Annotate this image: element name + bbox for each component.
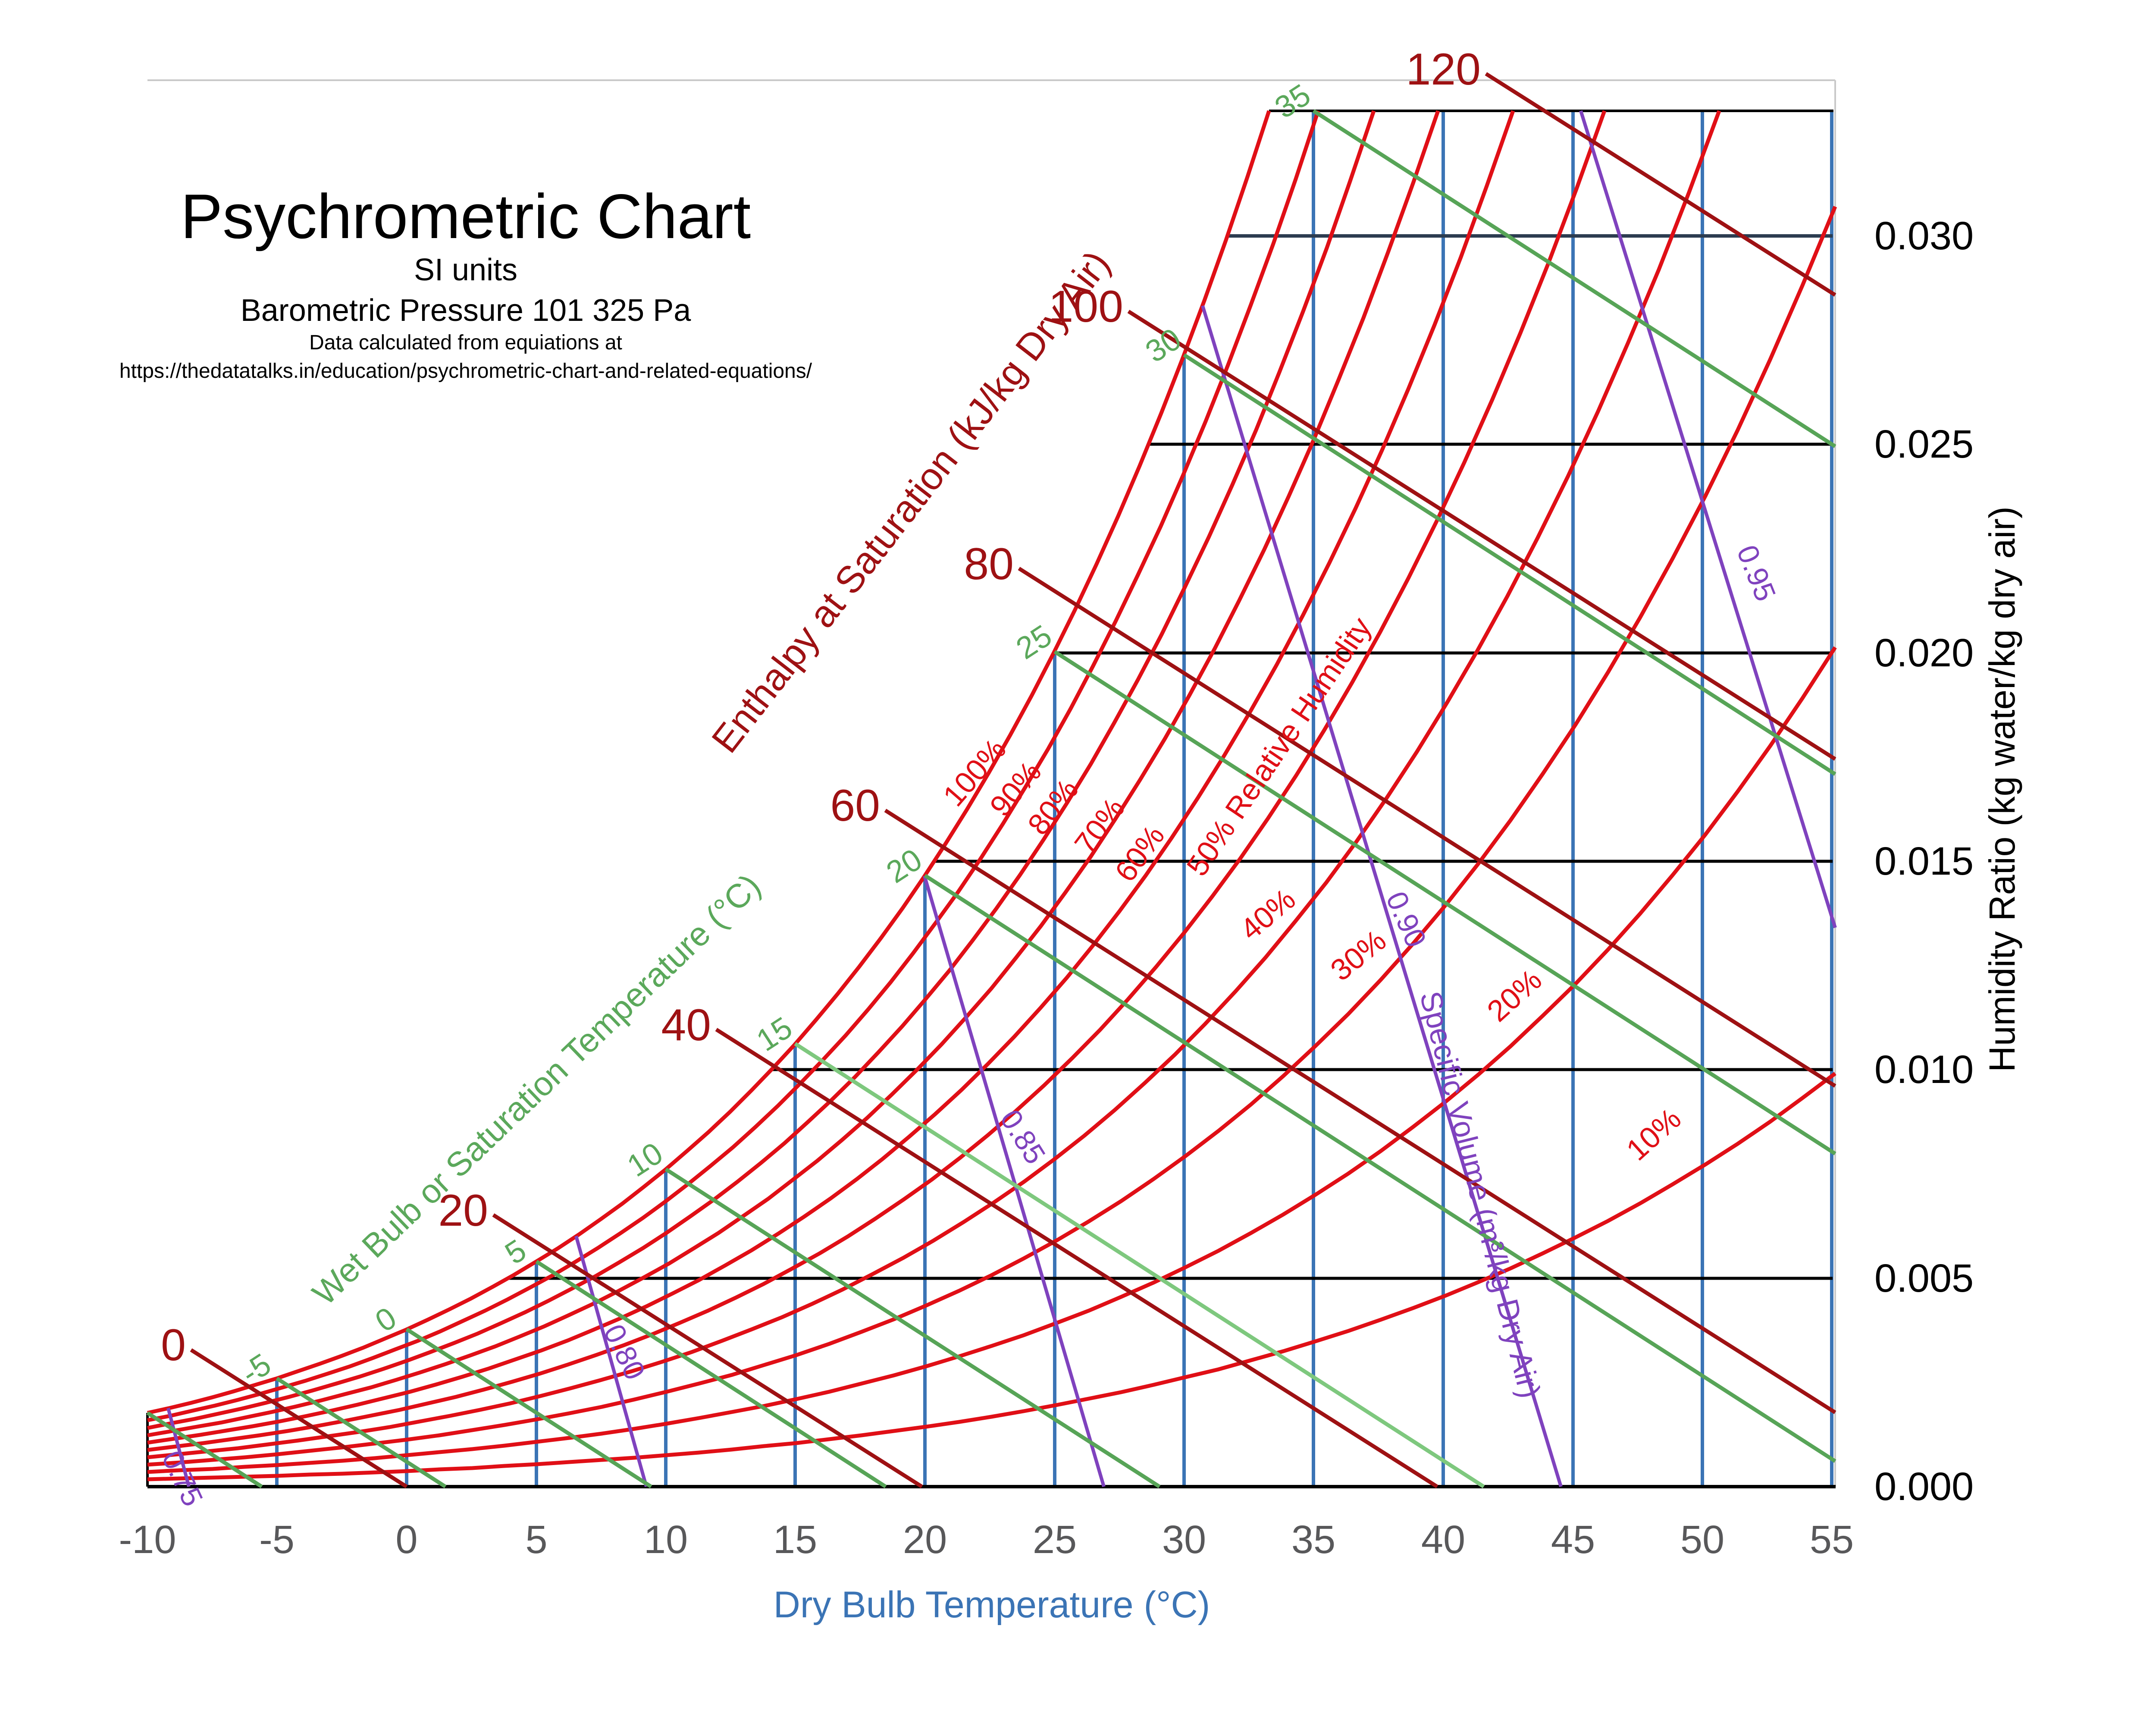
wet-bulb-line-20	[924, 874, 1836, 1463]
wet-bulb-line--10	[146, 1411, 263, 1488]
wet-bulb-line-25	[1053, 650, 1836, 1155]
chart-subtitle-units: SI units	[414, 253, 517, 287]
volume-value-label: 0.95	[1730, 540, 1782, 606]
volume-line-0.8	[574, 1235, 648, 1487]
rh-curve-20	[147, 646, 1837, 1474]
enthalpy-line-120	[1485, 72, 1836, 297]
chart-title: Psychrometric Chart	[181, 181, 751, 251]
y-tick-label-0.025: 0.025	[1874, 422, 1974, 466]
rh-curve-30	[147, 206, 1837, 1467]
volume-line-0.85	[923, 875, 1106, 1487]
rh-curve-40	[147, 110, 1721, 1459]
rh-value-label: 10%	[1620, 1102, 1687, 1167]
enthalpy-value-label: 20	[438, 1186, 488, 1236]
x-tick-label-0: 0	[395, 1518, 417, 1562]
rh-curve-70	[147, 110, 1440, 1437]
y-tick-label-0.03: 0.030	[1874, 214, 1974, 258]
wet-bulb-line-5	[535, 1260, 887, 1488]
wet-bulb-value-label: 10	[621, 1136, 669, 1184]
chart-subtitle-pressure: Barometric Pressure 101 325 Pa	[241, 293, 691, 328]
x-axis-title: Dry Bulb Temperature (°C)	[774, 1584, 1210, 1626]
chart-source-url: https://thedatatalks.in/education/psychr…	[119, 360, 812, 383]
y-tick-label-0: 0.000	[1874, 1465, 1974, 1509]
y-tick-label-0.005: 0.005	[1874, 1256, 1974, 1300]
enthalpy-line-40	[715, 1028, 1438, 1488]
rh-curve-60	[147, 110, 1515, 1445]
x-tick-label-10: 10	[644, 1518, 688, 1562]
x-tick-label--5: -5	[259, 1518, 295, 1562]
x-tick-label-30: 30	[1162, 1518, 1206, 1562]
x-tick-label-50: 50	[1680, 1518, 1724, 1562]
rh-curve-100	[147, 110, 1271, 1415]
enthalpy-line-0	[190, 1348, 408, 1488]
x-tick-label-45: 45	[1551, 1518, 1595, 1562]
wet-bulb-line--5	[276, 1377, 447, 1488]
volume-axis-label: Specific Volume (m³/kg Dry Air)	[1413, 988, 1547, 1402]
x-tick-label--10: -10	[119, 1518, 176, 1562]
x-tick-label-5: 5	[525, 1518, 547, 1562]
enthalpy-line-100	[1127, 310, 1836, 761]
rh-curve-90	[147, 110, 1320, 1422]
x-tick-label-25: 25	[1033, 1518, 1077, 1562]
volume-line-0.95	[1579, 110, 1837, 929]
enthalpy-value-label: 80	[964, 539, 1014, 589]
enthalpy-line-60	[884, 809, 1836, 1414]
rh-value-label: 40%	[1234, 882, 1301, 947]
x-tick-label-55: 55	[1810, 1518, 1854, 1562]
wet-bulb-line-15	[794, 1042, 1485, 1488]
x-tick-label-35: 35	[1291, 1518, 1335, 1562]
enthalpy-value-label: 60	[830, 781, 880, 831]
title-block: Psychrometric Chart SI units Barometric …	[119, 181, 812, 383]
enthalpy-line-80	[1018, 567, 1836, 1088]
volume-line-0.9	[1201, 305, 1563, 1487]
enthalpy-value-label: 100	[1048, 282, 1123, 332]
rh-curve-80	[147, 110, 1376, 1430]
wet-bulb-line-10	[664, 1167, 1161, 1488]
enthalpy-line-20	[492, 1213, 923, 1488]
y-tick-label-0.015: 0.015	[1874, 839, 1974, 883]
wet-bulb-value-label: -5	[235, 1347, 277, 1391]
wet-bulb-line-35	[1312, 109, 1836, 448]
x-tick-label-20: 20	[903, 1518, 947, 1562]
x-tick-label-40: 40	[1421, 1518, 1465, 1562]
rh-curve-10	[147, 1072, 1836, 1481]
enthalpy-value-label: 120	[1406, 44, 1481, 94]
y-tick-label-0.02: 0.020	[1874, 631, 1974, 675]
y-axis-title: Humidity Ratio (kg water/kg dry air)	[1982, 506, 2022, 1072]
wet-bulb-line-30	[1183, 353, 1836, 776]
wet-bulb-line-0	[405, 1327, 652, 1488]
rh-curve-50	[147, 110, 1607, 1452]
wet-bulb-value-label: 35	[1269, 78, 1317, 126]
y-tick-label-0.01: 0.010	[1874, 1048, 1974, 1092]
x-tick-label-15: 15	[773, 1518, 817, 1562]
enthalpy-value-label: 0	[161, 1320, 186, 1370]
chart-note: Data calculated from equiations at	[309, 331, 622, 354]
enthalpy-value-label: 40	[661, 1000, 711, 1050]
volume-line-0.75	[166, 1407, 191, 1487]
